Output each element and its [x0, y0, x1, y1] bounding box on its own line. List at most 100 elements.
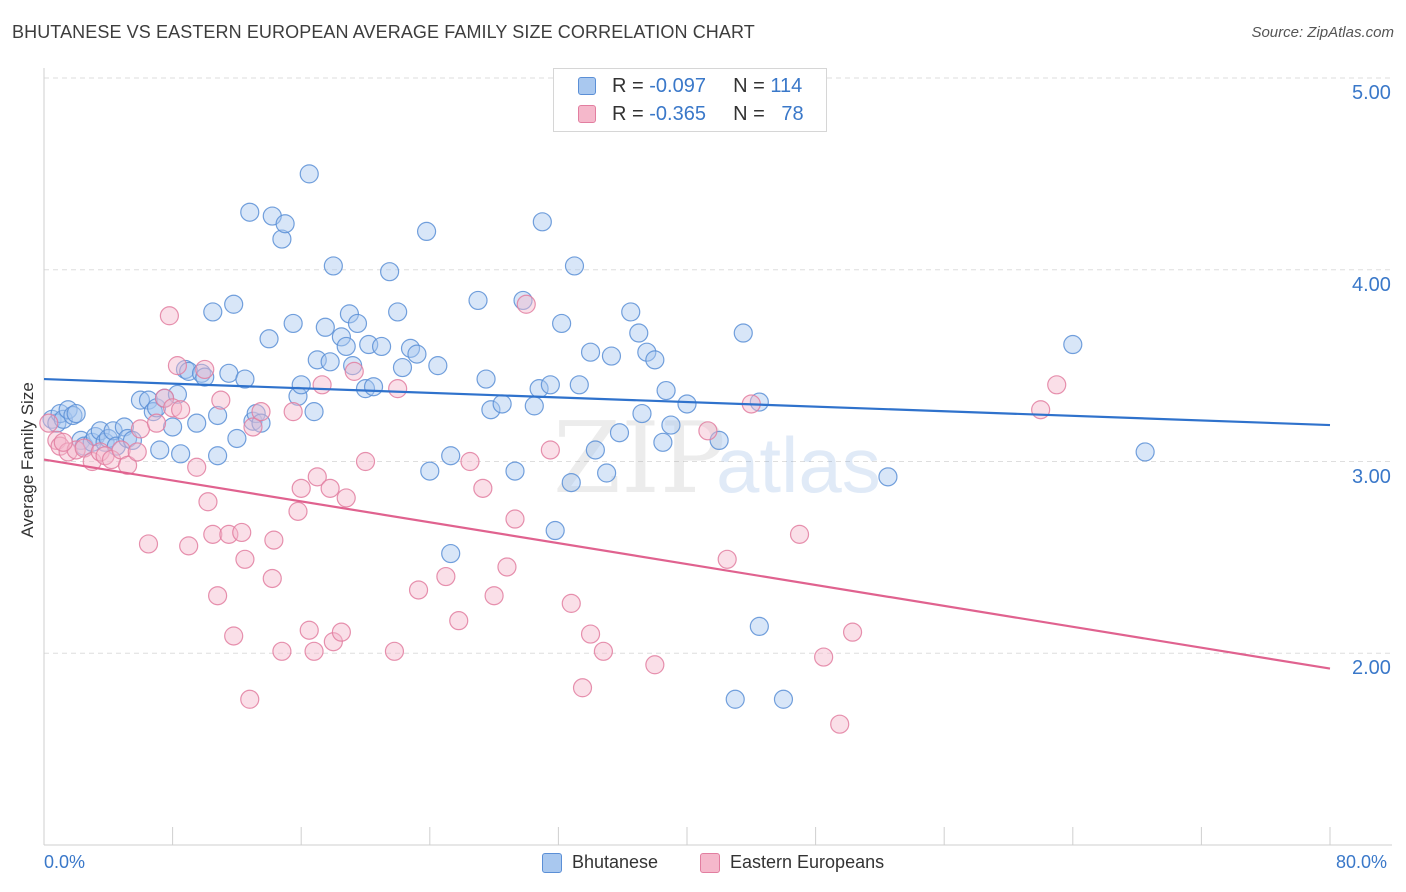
y-tick-label: 4.00 [1352, 273, 1391, 296]
bhutanese-swatch-icon [578, 77, 596, 95]
data-point [733, 323, 753, 343]
data-point [653, 432, 673, 452]
data-point [677, 394, 697, 414]
data-point [331, 327, 351, 347]
data-point [645, 655, 665, 675]
data-point [39, 413, 59, 433]
legend-label-bhutanese: Bhutanese [572, 852, 659, 872]
data-point [208, 586, 228, 606]
data-point [53, 432, 73, 452]
data-point [66, 403, 86, 424]
data-point [291, 478, 311, 498]
data-point [428, 356, 448, 376]
data-point [580, 624, 601, 644]
data-point [540, 440, 560, 460]
y-axis-label: Average Family Size [18, 382, 37, 538]
data-point [315, 317, 335, 337]
data-point [299, 620, 319, 640]
data-point [262, 568, 282, 589]
data-point [235, 549, 255, 569]
data-point [632, 403, 652, 424]
data-point [240, 202, 260, 222]
data-point [481, 400, 501, 420]
data-point [307, 467, 327, 487]
data-point [497, 557, 517, 577]
data-point [171, 400, 191, 420]
r-value: -0.097 [649, 75, 706, 97]
data-point [167, 356, 188, 376]
legend-label-eastern-europeans: Eastern Europeans [730, 852, 885, 872]
data-point [814, 647, 834, 667]
data-point [58, 442, 78, 462]
data-point [441, 446, 461, 466]
trend-line-eastern-europeans [43, 458, 1331, 670]
data-point [408, 580, 429, 600]
data-point [484, 586, 504, 606]
data-point [593, 641, 614, 661]
data-point [532, 212, 552, 232]
data-point [561, 472, 581, 493]
data-point [629, 323, 649, 343]
data-point [609, 423, 630, 443]
trend-line-bhutanese [43, 377, 1331, 427]
data-point [355, 379, 376, 399]
data-point [585, 440, 605, 460]
data-point [127, 442, 147, 462]
data-point [272, 641, 292, 661]
source-credit: Source: ZipAtlas.com [1251, 24, 1394, 41]
data-point [842, 622, 863, 642]
data-point [505, 509, 525, 529]
data-point [63, 405, 83, 426]
data-point [441, 543, 461, 564]
data-point [355, 451, 376, 472]
series-eastern-europeans-points [39, 294, 1067, 734]
data-point [384, 641, 405, 661]
data-point [323, 632, 343, 652]
data-point [159, 306, 179, 326]
data-point [380, 262, 400, 282]
chart-title: BHUTANESE VS EASTERN EUROPEAN AVERAGE FA… [12, 22, 755, 42]
x-max-label: 80.0% [1336, 852, 1388, 872]
data-point [154, 388, 175, 408]
n-value: 114 [770, 75, 803, 97]
n-value: 78 [781, 103, 804, 125]
data-point [203, 302, 223, 322]
data-point [656, 380, 676, 401]
eastern-europeans-swatch-icon [578, 105, 596, 123]
data-point [580, 342, 601, 362]
data-point [569, 375, 589, 395]
data-point [227, 428, 247, 449]
data-point [224, 294, 244, 314]
data-point [320, 352, 340, 372]
data-point [235, 369, 255, 389]
data-point [146, 413, 167, 433]
data-point [460, 451, 480, 472]
data-point [117, 455, 138, 475]
data-point [449, 611, 469, 631]
data-point [171, 444, 191, 464]
data-point [195, 359, 215, 380]
data-point [645, 350, 665, 370]
data-point [420, 461, 440, 481]
data-point [1047, 375, 1067, 395]
data-point [163, 398, 183, 418]
data-point [275, 214, 295, 234]
data-point [878, 467, 898, 487]
r-label: R = [612, 103, 650, 125]
watermark-zip: ZIP [553, 402, 726, 516]
data-point [264, 530, 284, 550]
y-tick-label: 2.00 [1352, 657, 1391, 680]
data-point [187, 413, 207, 433]
data-point [363, 377, 384, 397]
stats-legend: R = -0.097 N = 114 R = -0.365 N = 78 [553, 68, 827, 132]
data-point [130, 419, 151, 439]
data-point [336, 336, 356, 357]
data-point [371, 336, 392, 357]
data-point [272, 229, 292, 249]
eastern-europeans-legend-icon [700, 853, 720, 873]
data-point [198, 492, 218, 512]
data-point [564, 256, 585, 276]
data-point [163, 417, 183, 437]
data-point [830, 714, 850, 734]
data-point [179, 536, 199, 556]
